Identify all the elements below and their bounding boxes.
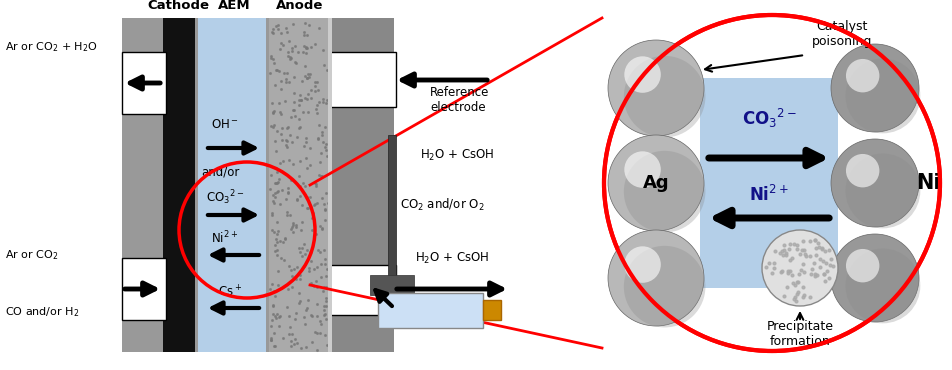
Text: CO$_3$$^{2-}$: CO$_3$$^{2-}$ [206,189,244,207]
Circle shape [762,230,837,306]
Text: Precipitate
formation: Precipitate formation [765,320,833,348]
Circle shape [624,246,660,283]
Circle shape [844,58,920,133]
Text: Catalyst
poisoning: Catalyst poisoning [811,20,871,48]
Text: OH$^-$: OH$^-$ [210,118,239,131]
Bar [122,258,166,320]
Bar [198,18,266,352]
Text: Anode: Anode [276,0,324,12]
Circle shape [845,59,879,92]
Text: AEM: AEM [217,0,250,12]
Circle shape [830,139,918,227]
Circle shape [830,234,918,322]
Bar [369,275,413,295]
Text: Ni: Ni [915,173,940,193]
Text: Cathode: Cathode [147,0,208,12]
Text: CO and/or H$_2$: CO and/or H$_2$ [5,305,79,319]
Bar [163,18,195,352]
Bar [700,78,837,288]
Text: CO$_3$$^{2-}$: CO$_3$$^{2-}$ [741,107,796,130]
Bar [483,300,501,320]
Text: H$_2$O + CsOH: H$_2$O + CsOH [414,250,488,266]
Text: CO$_2$ and/or O$_2$: CO$_2$ and/or O$_2$ [400,197,484,213]
Circle shape [830,44,918,132]
Circle shape [624,151,660,188]
Text: H$_2$O + CsOH: H$_2$O + CsOH [420,148,494,162]
Circle shape [624,56,704,137]
Bar [387,135,396,280]
Bar [327,18,331,352]
Circle shape [844,154,920,228]
Circle shape [845,154,879,187]
Bar [329,18,393,352]
Text: Ar or CO$_2$: Ar or CO$_2$ [5,248,58,262]
Text: Ar or CO$_2$ + H$_2$O: Ar or CO$_2$ + H$_2$O [5,40,98,54]
Circle shape [607,135,704,231]
Circle shape [624,151,704,232]
Circle shape [845,249,879,282]
Bar [329,52,396,107]
Text: Ni$^{2+}$: Ni$^{2+}$ [211,230,238,246]
Bar [329,265,396,315]
Text: Reference
electrode: Reference electrode [429,86,489,114]
Text: and/or: and/or [201,165,239,178]
Bar [122,52,166,114]
Circle shape [604,15,939,351]
Text: Cs$^+$: Cs$^+$ [218,285,242,300]
Circle shape [607,40,704,136]
Circle shape [624,246,704,327]
Bar [378,293,483,328]
Circle shape [624,56,660,93]
Text: Ni$^{2+}$: Ni$^{2+}$ [748,185,788,205]
Text: Ag: Ag [642,174,668,192]
Circle shape [844,249,920,323]
Bar [122,18,393,352]
Circle shape [607,230,704,326]
Bar [268,18,328,352]
